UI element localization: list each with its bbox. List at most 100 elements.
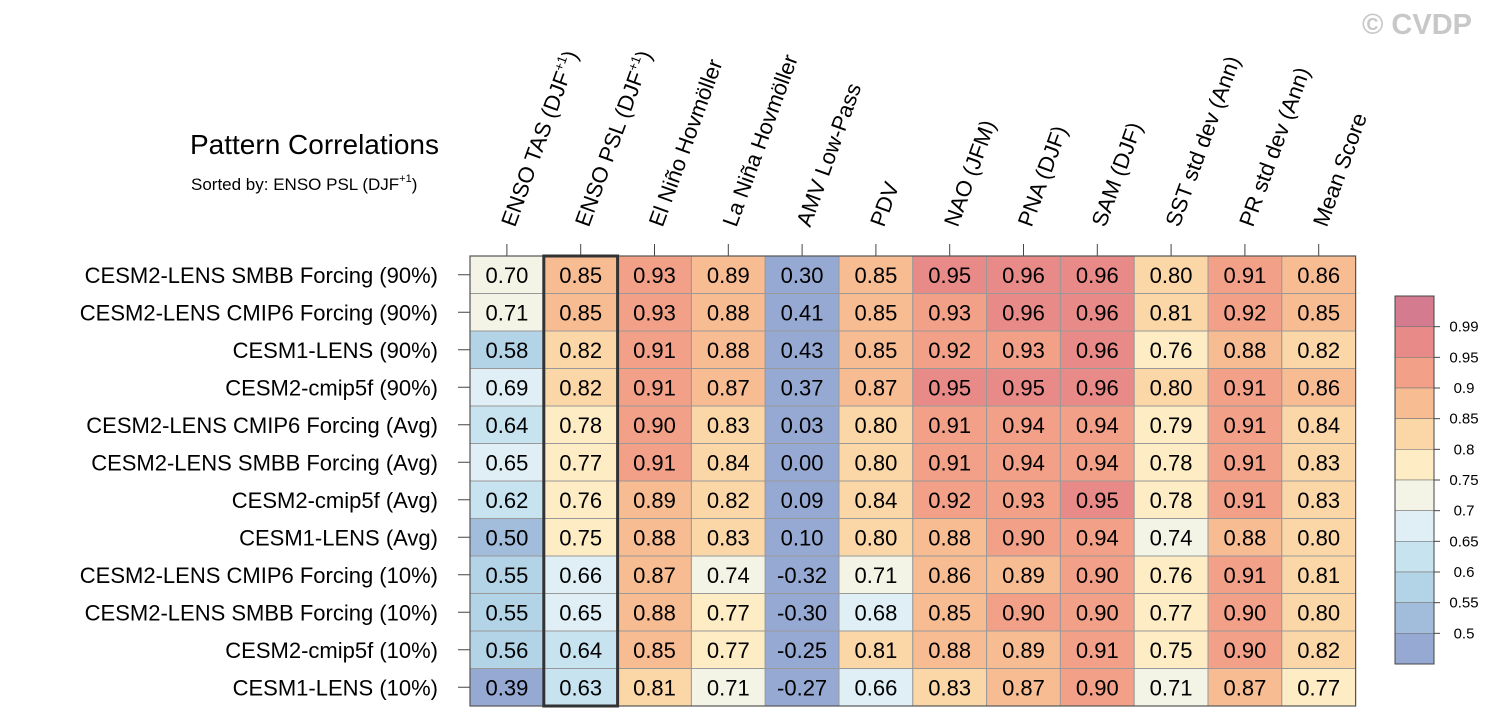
cell-value-label: 0.84 <box>707 450 750 475</box>
colorbar-swatch <box>1394 357 1435 389</box>
heatmap-cell <box>469 630 545 669</box>
cell-value-label: 0.94 <box>1002 450 1045 475</box>
colorbar-label: 0.65 <box>1449 533 1478 550</box>
cell-value-label: 0.94 <box>1076 525 1119 550</box>
cell-value-label: 0.96 <box>1076 300 1119 325</box>
heatmap-cell <box>1059 443 1135 482</box>
heatmap-cell <box>1207 668 1283 707</box>
heatmap-cell <box>912 593 988 632</box>
heatmap-cell <box>617 330 692 369</box>
cell-value-label: 0.83 <box>1297 450 1340 475</box>
cell-value-label: 0.90 <box>633 413 676 438</box>
row-label: CESM2-LENS SMBB Forcing (10%) <box>85 600 438 625</box>
cell-value-label: 0.84 <box>854 488 897 513</box>
cell-value-label: 0.89 <box>707 263 750 288</box>
column-labels: ENSO TAS (DJF+1)ENSO PSL (DJF+1)El Niño … <box>495 47 1372 256</box>
cell-value-label: 0.83 <box>1297 488 1340 513</box>
colorbar-swatch <box>1394 633 1435 665</box>
cell-value-label: 0.63 <box>559 675 602 700</box>
cell-value-label: 0.92 <box>1223 300 1266 325</box>
cell-value-label: 0.77 <box>707 600 750 625</box>
heatmap-cell <box>617 593 692 632</box>
cell-value-label: 0.88 <box>633 525 676 550</box>
heatmap-cell <box>1281 668 1357 707</box>
cell-value-label: 0.80 <box>854 450 897 475</box>
heatmap-cell <box>838 293 914 332</box>
cell-value-label: 0.96 <box>1076 263 1119 288</box>
cell-value-label: 0.90 <box>1223 600 1266 625</box>
heatmap-cell <box>617 405 692 444</box>
cell-value-label: 0.89 <box>633 488 676 513</box>
row-label: CESM1-LENS (90%) <box>233 338 438 363</box>
cell-value-label: 0.55 <box>485 600 528 625</box>
heatmap-cell <box>543 668 619 707</box>
cell-value-label: 0.95 <box>928 375 971 400</box>
cell-value-label: 0.64 <box>485 413 528 438</box>
heatmap-cell <box>1207 518 1283 557</box>
cell-value-label: 0.71 <box>485 300 528 325</box>
heatmap-cell <box>1059 518 1135 557</box>
cell-value-label: 0.64 <box>559 638 602 663</box>
cell-value-label: 0.81 <box>633 675 676 700</box>
heatmap-cell <box>912 443 988 482</box>
heatmap-cell <box>986 668 1061 707</box>
cell-value-label: 0.93 <box>633 263 676 288</box>
cell-value-label: -0.25 <box>777 638 827 663</box>
cell-value-label: 0.88 <box>633 600 676 625</box>
cell-value-label: 0.88 <box>707 300 750 325</box>
heatmap-cell <box>469 668 545 707</box>
row-label: CESM2-cmip5f (Avg) <box>232 488 438 513</box>
heatmap-cell <box>764 368 840 407</box>
heatmap-cell <box>838 630 914 669</box>
grid-border <box>469 255 1357 707</box>
row-label: CESM2-LENS SMBB Forcing (90%) <box>85 263 438 288</box>
cell-value-label: 0.85 <box>559 263 602 288</box>
cell-value-label: 0.74 <box>1150 525 1193 550</box>
cell-value-label: 0.85 <box>559 300 602 325</box>
column-label: SAM (DJF) <box>1087 119 1148 230</box>
cell-value-label: 0.91 <box>928 450 971 475</box>
cell-value-label: 0.81 <box>1297 563 1340 588</box>
row-label: CESM2-LENS SMBB Forcing (Avg) <box>91 450 438 475</box>
chart-subtitle: Sorted by: ENSO PSL (DJF+1) <box>191 173 417 194</box>
heatmap-cell <box>690 293 766 332</box>
heatmap-cell <box>838 443 914 482</box>
heatmap-cell <box>1281 405 1357 444</box>
heatmap-cell <box>1207 255 1283 294</box>
column-label: ENSO TAS (DJF+1) <box>495 47 583 230</box>
cell-value-label: 0.85 <box>854 300 897 325</box>
heatmap-cell <box>838 668 914 707</box>
cell-value-label: 0.77 <box>1297 675 1340 700</box>
heatmap-cell <box>690 555 766 594</box>
cell-value-label: 0.39 <box>485 675 528 700</box>
column-label: NAO (JFM) <box>939 117 1001 230</box>
cell-value-label: 0.84 <box>1297 413 1340 438</box>
cell-value-label: 0.77 <box>559 450 602 475</box>
sorted-column-highlight <box>542 254 620 708</box>
heatmap-cell <box>469 368 545 407</box>
cell-value-label: 0.95 <box>1002 375 1045 400</box>
cell-value-label: 0.83 <box>707 525 750 550</box>
cell-value-label: -0.32 <box>777 563 827 588</box>
cell-value-label: 0.92 <box>928 338 971 363</box>
row-label: CESM1-LENS (Avg) <box>239 525 438 550</box>
cell-value-label: 0.87 <box>1002 675 1045 700</box>
cell-value-label: 0.87 <box>854 375 897 400</box>
cell-value-label: 0.90 <box>1002 600 1045 625</box>
cell-value-label: 0.88 <box>707 338 750 363</box>
heatmap-cell <box>1207 480 1283 519</box>
colorbar-label: 0.55 <box>1449 595 1478 612</box>
cell-value-label: -0.30 <box>777 600 827 625</box>
heatmap-cell <box>1207 330 1283 369</box>
cell-value-label: 0.95 <box>1076 488 1119 513</box>
heatmap-grid: 0.70 0.85 0.93 0.89 0.30 0.85 0.95 0.96 0.96 0.80… <box>469 254 1357 708</box>
cell-value-label: 0.90 <box>1076 563 1119 588</box>
cell-value-label: 0.41 <box>781 300 824 325</box>
heatmap-cell <box>912 668 988 707</box>
heatmap-cell <box>912 630 988 669</box>
cell-value-label: 0.85 <box>1297 300 1340 325</box>
heatmap-cell <box>1133 518 1209 557</box>
cell-value-label: 0.78 <box>1150 488 1193 513</box>
cell-value-label: 0.88 <box>1223 338 1266 363</box>
row-label: CESM2-cmip5f (90%) <box>225 375 438 400</box>
